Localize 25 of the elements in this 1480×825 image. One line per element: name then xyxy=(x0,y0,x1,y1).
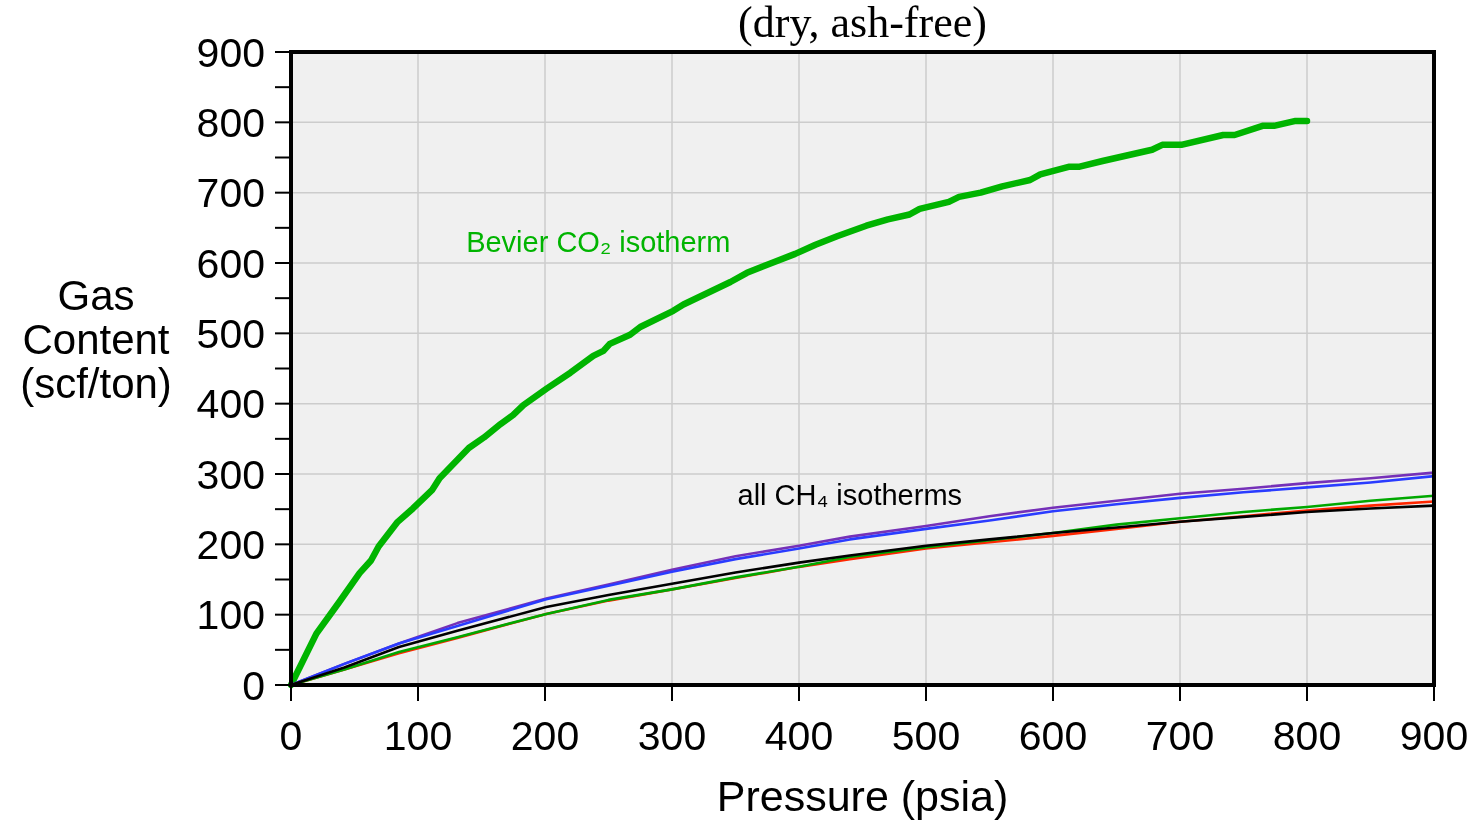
y-tick-label: 100 xyxy=(196,592,265,639)
x-tick-label: 100 xyxy=(383,713,453,759)
series-label: Bevier CO₂ isotherm xyxy=(466,225,731,258)
x-tick-label: 200 xyxy=(510,713,580,759)
x-tick-label: 300 xyxy=(637,713,707,759)
x-tick-label: 700 xyxy=(1145,713,1215,759)
y-tick-label: 800 xyxy=(196,100,265,147)
chart-title: (dry, ash-free) xyxy=(738,0,987,47)
x-axis-title: Pressure (psia) xyxy=(716,772,1009,820)
x-tick-label: 900 xyxy=(1399,713,1469,759)
x-tick-label: 400 xyxy=(764,713,834,759)
y-tick-label: 900 xyxy=(196,29,265,76)
y-tick-label: 700 xyxy=(196,170,265,217)
y-tick-label: 300 xyxy=(196,451,265,498)
y-tick-label: 200 xyxy=(196,522,265,569)
x-tick-label: 0 xyxy=(279,713,303,759)
y-axis-title: Gas Content (scf/ton) xyxy=(20,271,172,407)
annotation: all CH₄ isotherms xyxy=(737,479,963,512)
x-tick-label: 800 xyxy=(1272,713,1342,759)
x-tick-label: 500 xyxy=(891,713,961,759)
y-tick-label: 600 xyxy=(196,240,265,287)
y-tick-label: 500 xyxy=(196,311,265,358)
y-tick-label: 400 xyxy=(196,381,265,428)
x-tick-label: 600 xyxy=(1018,713,1088,759)
y-tick-label: 0 xyxy=(242,662,265,709)
